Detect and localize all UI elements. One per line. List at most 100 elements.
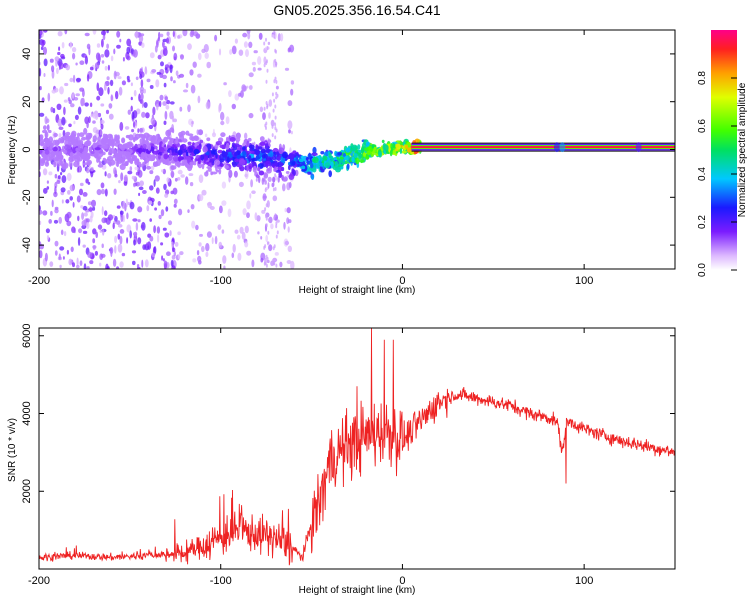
signal-blob xyxy=(156,140,160,146)
noise-blob xyxy=(57,175,61,180)
signal-blob xyxy=(54,139,60,147)
noise-blob xyxy=(198,174,204,183)
signal-blob xyxy=(219,163,224,167)
noise-blob xyxy=(89,206,93,213)
signal-blob xyxy=(177,149,183,156)
noise-blob xyxy=(273,244,276,249)
noise-blob xyxy=(57,51,61,56)
noise-blob xyxy=(214,235,218,245)
signal-blob xyxy=(99,129,103,136)
noise-blob xyxy=(149,218,152,222)
noise-blob xyxy=(205,251,209,257)
noise-blob xyxy=(275,79,278,84)
noise-blob xyxy=(166,177,170,183)
noise-blob xyxy=(179,251,184,256)
signal-blob xyxy=(139,127,144,133)
noise-blob xyxy=(257,67,262,71)
noise-blob xyxy=(271,34,275,38)
y-tick-label: 40 xyxy=(21,48,33,60)
signal-blob xyxy=(172,155,179,162)
signal-blob xyxy=(58,154,64,160)
signal-blob xyxy=(84,154,91,160)
noise-blob xyxy=(46,235,50,240)
noise-blob xyxy=(225,116,230,125)
noise-blob xyxy=(279,261,283,268)
noise-blob xyxy=(43,187,48,194)
snr-panel: -200 -100 0 100 2000 4000 6000 Height of stra… xyxy=(7,324,676,596)
noise-blob xyxy=(268,244,273,252)
signal-blob xyxy=(83,143,90,147)
noise-blob xyxy=(126,212,129,220)
signal-blob xyxy=(155,133,161,140)
noise-blob xyxy=(114,235,118,244)
colorbar-gradient xyxy=(711,30,737,270)
noise-blob xyxy=(65,64,70,71)
noise-blob xyxy=(76,257,79,267)
x-tick-label: -200 xyxy=(28,275,50,287)
noise-blob xyxy=(56,180,61,184)
noise-blob xyxy=(105,217,111,225)
noise-blob xyxy=(83,263,87,269)
signal-blob xyxy=(263,172,269,179)
noise-blob xyxy=(219,205,223,214)
noise-blob xyxy=(207,201,213,209)
noise-blob xyxy=(159,100,162,108)
signal-blob xyxy=(45,140,51,148)
snr-line-plot xyxy=(39,328,675,566)
noise-blob xyxy=(39,86,42,91)
noise-blob xyxy=(251,61,256,66)
noise-blob xyxy=(169,64,173,74)
signal-blob xyxy=(68,157,75,162)
signal-blob xyxy=(179,162,186,166)
noise-blob xyxy=(234,38,238,44)
signal-blob xyxy=(216,169,219,173)
signal-blob xyxy=(365,141,370,147)
signal-blob xyxy=(401,150,407,154)
colorbar-tick-label: 0.2 xyxy=(697,215,708,229)
signal-blob xyxy=(77,144,81,151)
noise-blob xyxy=(126,224,132,233)
noise-blob xyxy=(39,220,42,225)
signal-blob xyxy=(119,163,126,171)
signal-blob xyxy=(344,155,349,161)
noise-blob xyxy=(117,224,123,228)
noise-blob xyxy=(143,88,146,94)
noise-blob xyxy=(66,211,72,219)
signal-blob xyxy=(206,137,211,142)
noise-blob xyxy=(220,120,225,126)
signal-blob xyxy=(171,152,177,156)
noise-blob xyxy=(73,97,79,101)
noise-blob xyxy=(49,261,54,267)
signal-blob xyxy=(104,158,107,165)
noise-blob xyxy=(101,243,104,249)
noise-blob xyxy=(287,47,291,53)
noise-blob xyxy=(287,120,293,130)
signal-blob xyxy=(50,151,56,156)
signal-blob xyxy=(236,139,239,144)
signal-blob xyxy=(281,174,284,181)
signal-blob xyxy=(229,137,236,142)
colorbar-tick-label: 0.4 xyxy=(697,167,708,181)
noise-blob xyxy=(56,103,62,111)
signal-blob xyxy=(278,171,283,179)
y-tick-label: -20 xyxy=(21,189,33,205)
noise-blob xyxy=(262,193,267,202)
noise-blob xyxy=(100,123,104,130)
noise-blob xyxy=(261,209,266,214)
noise-blob xyxy=(94,62,100,70)
noise-blob xyxy=(238,181,244,188)
signal-blob xyxy=(44,149,50,155)
noise-blob xyxy=(265,223,268,228)
noise-blob xyxy=(244,225,249,234)
signal-blob xyxy=(378,151,382,158)
noise-blob xyxy=(222,255,227,264)
x-tick-label: 0 xyxy=(399,275,405,287)
noise-blob xyxy=(104,171,107,177)
noise-blob xyxy=(218,48,222,56)
noise-blob xyxy=(204,52,209,59)
noise-blob xyxy=(86,167,90,174)
noise-blob xyxy=(74,114,79,120)
noise-blob xyxy=(206,231,212,238)
noise-blob xyxy=(104,188,108,197)
